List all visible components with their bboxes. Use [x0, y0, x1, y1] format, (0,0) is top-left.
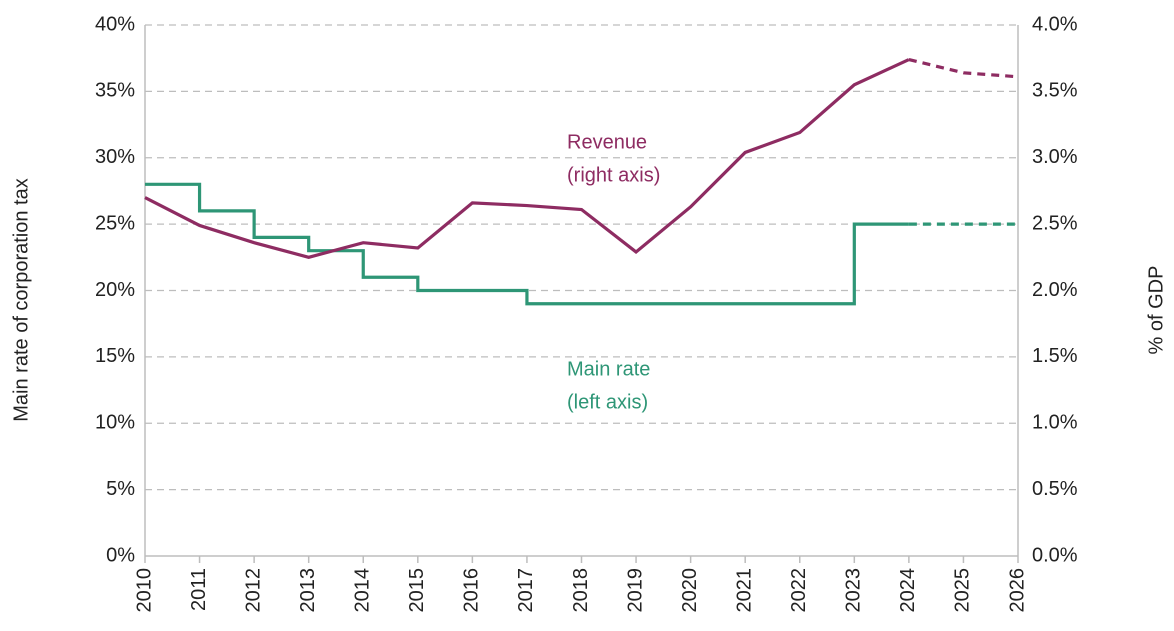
series-label: Revenue — [567, 131, 647, 153]
y-tick-label: 35% — [95, 80, 135, 102]
x-tick-label: 2014 — [352, 568, 374, 613]
y-tick-label: 25% — [95, 212, 135, 234]
y-tick-label: 30% — [95, 146, 135, 168]
y2-tick-label: 3.0% — [1032, 146, 1078, 168]
y-tick-label: 10% — [95, 412, 135, 434]
y2-axis-label: % of GDP — [1145, 266, 1167, 355]
x-tick-label: 2013 — [297, 568, 319, 613]
y2-tick-label: 4.0% — [1032, 13, 1078, 35]
line — [145, 182, 909, 306]
x-tick-label: 2017 — [515, 568, 537, 613]
y2-tick-label: 1.5% — [1032, 345, 1078, 367]
y2-tick-label: 2.5% — [1032, 212, 1078, 234]
x-tick-label: 2018 — [570, 568, 592, 613]
y-tick-label: 40% — [95, 13, 135, 35]
x-tick-label: 2016 — [461, 568, 483, 613]
series-label: Main rate — [567, 358, 650, 380]
x-tick-label: 2025 — [952, 568, 974, 613]
x-tick-label: 2019 — [624, 568, 646, 613]
y2-tick-label: 0.0% — [1032, 544, 1078, 566]
x-tick-label: 2026 — [1006, 568, 1028, 613]
y2-tick-label: 3.5% — [1032, 80, 1078, 102]
x-tick-label: 2015 — [406, 568, 428, 613]
y-tick-label: 5% — [106, 478, 135, 500]
x-tick-label: 2011 — [188, 568, 210, 611]
line — [144, 58, 910, 259]
y-tick-label: 15% — [95, 345, 135, 367]
x-tick-label: 2012 — [242, 568, 264, 613]
y-axis-label: Main rate of corporation tax — [10, 178, 32, 421]
x-tick-label: 2010 — [133, 568, 155, 613]
line — [908, 57, 1019, 79]
x-tick-label: 2022 — [788, 568, 810, 613]
series-note: (left axis) — [567, 391, 648, 413]
series-note: (right axis) — [567, 164, 660, 186]
x-tick-label: 2024 — [897, 568, 919, 613]
y-tick-label: 20% — [95, 279, 135, 301]
y2-tick-label: 0.5% — [1032, 478, 1078, 500]
y2-tick-label: 2.0% — [1032, 279, 1078, 301]
x-tick-label: 2023 — [843, 568, 865, 613]
y-tick-label: 0% — [106, 544, 135, 566]
y2-tick-label: 1.0% — [1032, 412, 1078, 434]
x-tick-label: 2021 — [733, 568, 755, 613]
x-tick-label: 2020 — [679, 568, 701, 613]
